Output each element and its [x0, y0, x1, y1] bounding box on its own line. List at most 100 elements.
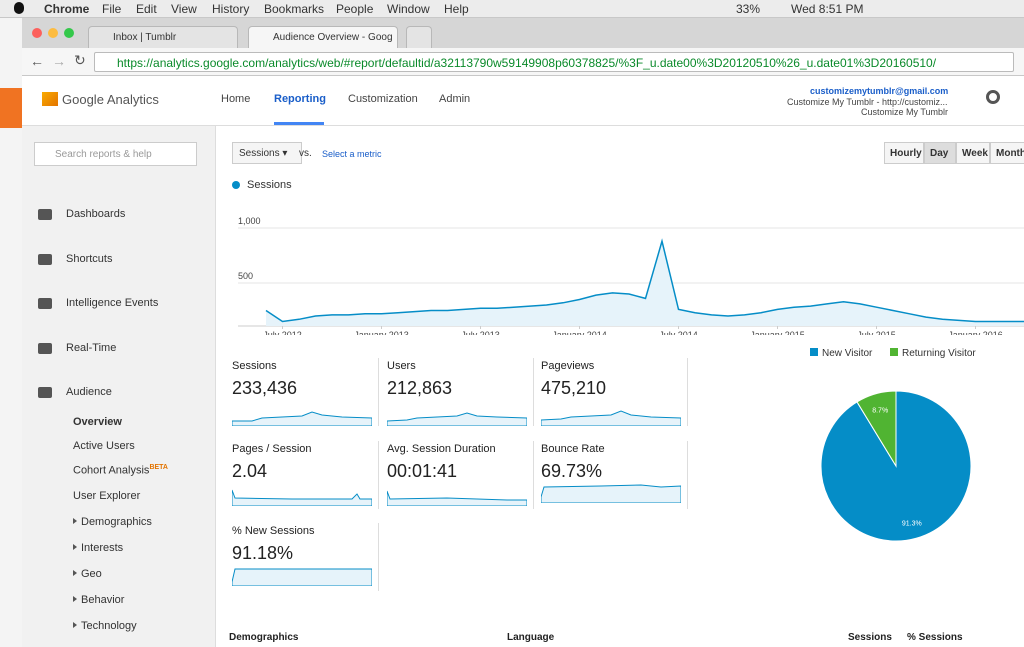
metric-value: 212,863 [387, 378, 453, 398]
metric-separator [378, 523, 379, 591]
new-tab[interactable] [406, 26, 432, 48]
nav-section[interactable]: Audience [66, 386, 112, 398]
metric-value: 233,436 [232, 378, 298, 398]
expand-arrow [73, 544, 77, 550]
nav-subitem[interactable]: Overview [73, 416, 122, 428]
table-header[interactable]: % Sessions [907, 632, 963, 643]
menu-item[interactable]: History [212, 2, 250, 16]
nav-section[interactable]: Real-Time [66, 342, 117, 354]
tab-active[interactable]: Audience Overview - Goog [248, 26, 398, 48]
expand-arrow [73, 570, 77, 576]
x-tick-label: July 2013 [461, 330, 500, 335]
sparkline [387, 490, 527, 506]
vs-label: vs. [299, 148, 312, 159]
url-field[interactable]: https://analytics.google.com/analytics/w… [94, 52, 1014, 72]
metric-name: Avg. Session Duration [387, 443, 496, 455]
metric-value: 475,210 [541, 378, 607, 398]
apple-logo[interactable] [14, 2, 24, 14]
nav-subitem[interactable]: Behavior [73, 594, 124, 606]
menu-item[interactable]: Help [444, 2, 469, 16]
x-tick-label: January 2016 [948, 330, 1003, 335]
search-box[interactable]: Search reports & help [34, 142, 197, 166]
nav-subitem[interactable]: User Explorer [73, 490, 140, 502]
settings-icon[interactable] [986, 90, 1000, 104]
nav-subitem-label: Geo [81, 568, 102, 580]
metric-separator [687, 358, 688, 426]
nav-item[interactable]: Reporting [274, 93, 326, 105]
nav-subitem[interactable]: Geo [73, 568, 102, 580]
address-bar: ← → ↻ https://analytics.google.com/analy… [22, 48, 1024, 76]
legend-label: New Visitor [822, 348, 873, 359]
close-button[interactable] [32, 28, 42, 38]
browser-window: Inbox | Tumblr Audience Overview - Goog … [22, 18, 1024, 647]
zoom-button[interactable] [64, 28, 74, 38]
select-metric[interactable]: Select a metric [322, 149, 382, 159]
x-tick-label: January 2013 [354, 330, 409, 335]
period-button[interactable]: Week [956, 142, 990, 164]
table-header[interactable]: Sessions [848, 632, 892, 643]
menu-item[interactable]: People [336, 2, 374, 16]
sparkline [387, 412, 527, 426]
nav-subitem[interactable]: Active Users [73, 440, 135, 452]
nav-item[interactable]: Home [221, 93, 251, 105]
ga-logo-icon [42, 92, 58, 106]
period-button[interactable]: Day [924, 142, 956, 164]
metric-separator [687, 441, 688, 509]
nav-section[interactable]: Intelligence Events [66, 297, 159, 309]
pie-chart: New Visitor Returning Visitor 91.3% 8.7% [810, 348, 976, 542]
app-menu[interactable]: Chrome [44, 2, 90, 16]
table-header[interactable]: Language [507, 632, 555, 643]
nav-subitem[interactable]: Demographics [73, 516, 152, 528]
menu-item[interactable]: Bookmarks [264, 2, 325, 16]
metric-name: % New Sessions [232, 525, 315, 537]
menu-item[interactable]: File [102, 2, 122, 16]
nav-subitem-label: Overview [73, 416, 122, 428]
account-email[interactable]: customizemytumblr@gmail.com [810, 86, 949, 96]
menu-item[interactable]: Window [387, 2, 430, 16]
menu-item[interactable]: Edit [136, 2, 157, 16]
line-area [266, 241, 1024, 326]
tab[interactable]: Inbox | Tumblr [88, 26, 238, 48]
metric-separator [378, 441, 379, 509]
nav-icon [38, 343, 52, 354]
nav-underline [274, 122, 324, 125]
ga-logo[interactable]: Google Analytics [62, 92, 159, 107]
forward-button[interactable]: → [52, 53, 66, 69]
nav-subitem[interactable]: Interests [73, 542, 123, 554]
nav-subitem[interactable]: Technology [73, 620, 137, 632]
nav-icon [38, 387, 52, 398]
pie-slice [856, 390, 897, 468]
period-button[interactable]: Month [990, 142, 1024, 164]
nav-subitem-label: Cohort Analysis [73, 464, 150, 477]
beta-badge: BETA [149, 464, 168, 471]
nav-item[interactable]: Customization [348, 93, 418, 105]
battery[interactable]: 33% [736, 2, 761, 16]
x-tick-label: July 2012 [263, 330, 302, 335]
nav-subitem-label: Demographics [81, 516, 152, 528]
clock[interactable]: Wed 8:51 PM [791, 2, 864, 16]
back-button[interactable]: ← [30, 53, 44, 69]
nav-section[interactable]: Shortcuts [66, 253, 113, 265]
account-property[interactable]: Customize My Tumblr - http://customiz... [787, 97, 948, 107]
account-view[interactable]: Customize My Tumblr [861, 107, 949, 117]
metric-name: Pageviews [541, 360, 595, 372]
y-tick-label: 500 [238, 271, 253, 281]
table-header[interactable]: Demographics [229, 632, 299, 643]
nav-icon [38, 254, 52, 265]
menu-item[interactable]: View [171, 2, 197, 16]
metric-separator [533, 358, 534, 426]
nav-item[interactable]: Admin [439, 93, 471, 105]
metric-separator [533, 441, 534, 509]
metric-value: 00:01:41 [387, 461, 458, 481]
sparkline [541, 484, 681, 503]
nav-section[interactable]: Dashboards [66, 208, 126, 220]
metric-dropdown[interactable]: Sessions ▾ [232, 142, 302, 164]
minimize-button[interactable] [48, 28, 58, 38]
metric-value: 91.18% [232, 543, 294, 563]
reload-button[interactable]: ↻ [74, 52, 86, 68]
metric-name: Users [387, 360, 416, 372]
nav-subitem[interactable]: Cohort AnalysisBETA [73, 464, 168, 477]
nav-subitem-label: Interests [81, 542, 124, 554]
period-button[interactable]: Hourly [884, 142, 924, 164]
